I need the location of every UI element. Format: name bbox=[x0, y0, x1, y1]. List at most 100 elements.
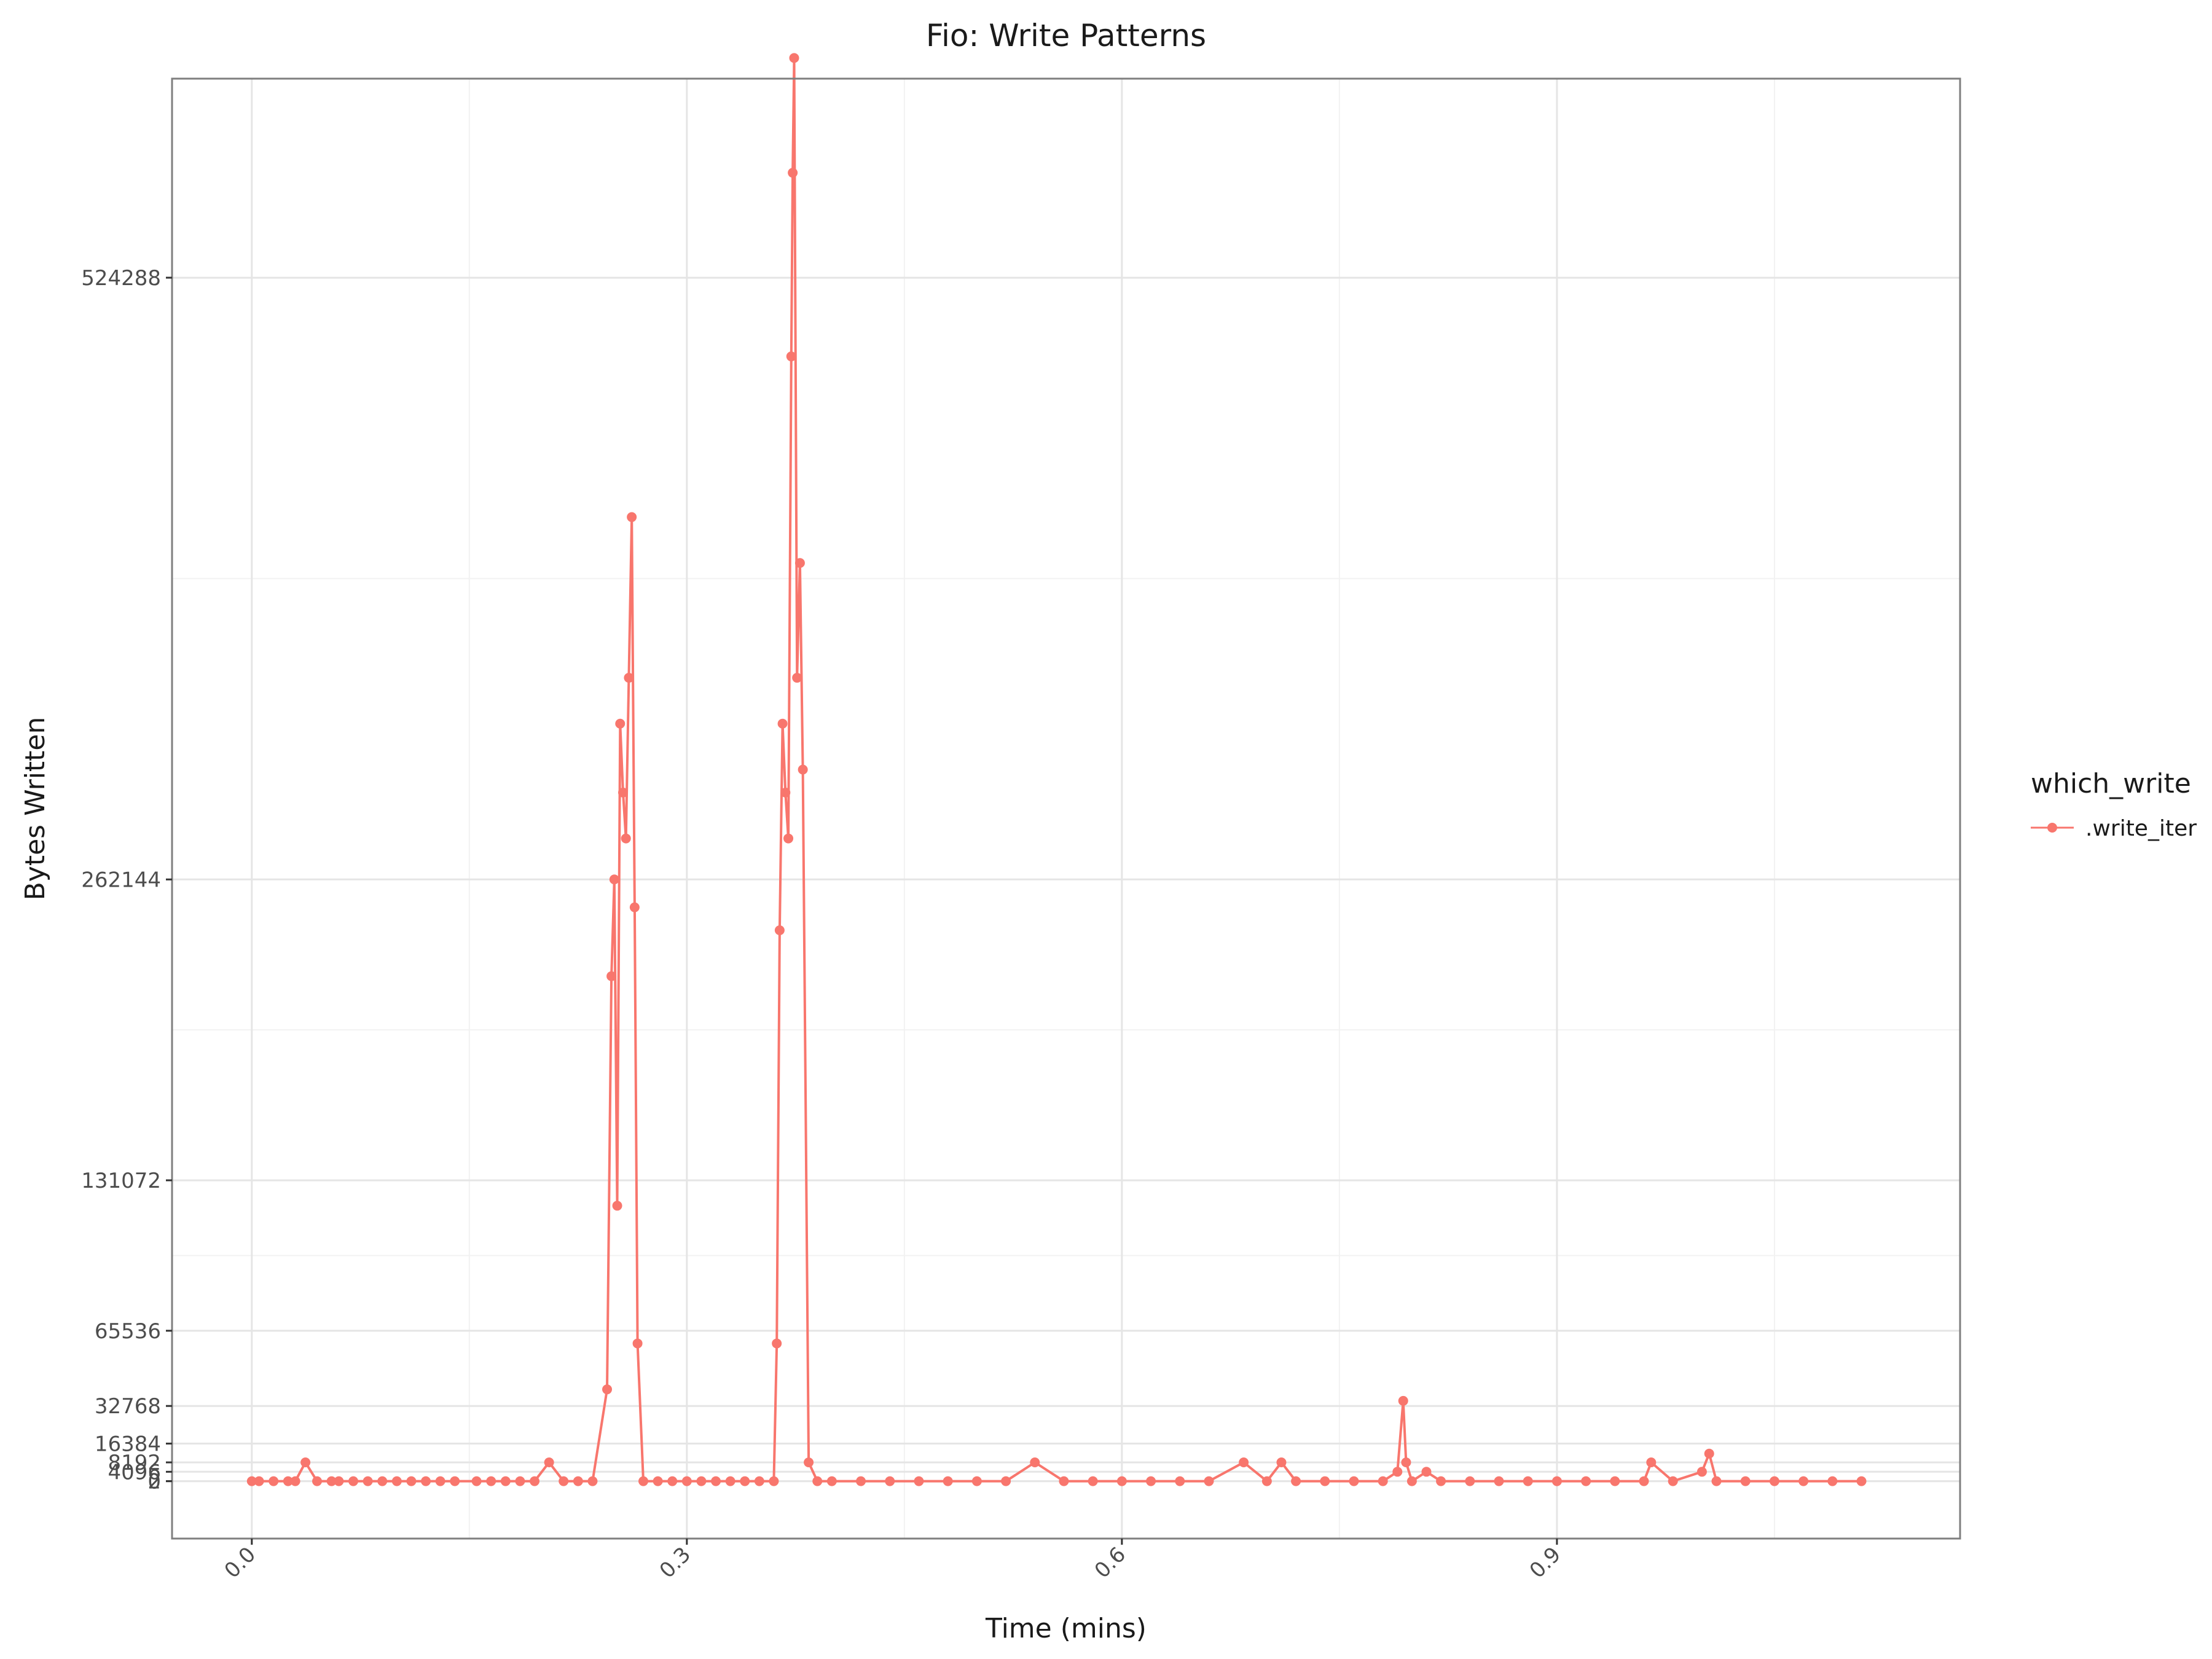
data-point bbox=[334, 1476, 344, 1486]
data-point bbox=[544, 1457, 554, 1467]
data-point bbox=[1398, 1395, 1408, 1406]
data-point bbox=[1769, 1476, 1779, 1486]
data-point bbox=[681, 1476, 692, 1486]
data-point bbox=[606, 971, 617, 981]
data-point bbox=[632, 1338, 643, 1349]
data-point bbox=[1639, 1476, 1649, 1486]
data-point bbox=[1856, 1476, 1867, 1486]
data-point bbox=[621, 833, 631, 844]
y-tick-label: 2 bbox=[147, 1470, 161, 1494]
data-point bbox=[435, 1476, 445, 1486]
data-point bbox=[1696, 1467, 1707, 1477]
y-tick-label: 4096 bbox=[108, 1460, 161, 1484]
chart-title: Fio: Write Patterns bbox=[926, 18, 1206, 53]
data-point bbox=[602, 1384, 613, 1395]
data-point bbox=[780, 787, 791, 798]
data-point bbox=[1392, 1467, 1403, 1477]
data-point bbox=[804, 1457, 814, 1467]
data-point bbox=[450, 1476, 460, 1486]
data-point bbox=[1088, 1476, 1098, 1486]
data-point bbox=[1798, 1476, 1809, 1486]
data-point bbox=[627, 512, 637, 522]
data-point bbox=[254, 1476, 264, 1486]
data-point bbox=[1116, 1476, 1127, 1486]
data-point bbox=[1261, 1476, 1272, 1486]
data-point bbox=[624, 673, 634, 683]
data-point bbox=[377, 1476, 388, 1486]
data-point bbox=[618, 787, 628, 798]
legend-title: which_write bbox=[2031, 768, 2191, 799]
data-point bbox=[1276, 1457, 1287, 1467]
data-point bbox=[783, 833, 794, 844]
data-point bbox=[786, 351, 796, 362]
data-point bbox=[943, 1476, 953, 1486]
y-tick-label: 8192 bbox=[108, 1451, 161, 1475]
data-point bbox=[1401, 1457, 1411, 1467]
data-point bbox=[629, 902, 640, 912]
data-point bbox=[740, 1476, 750, 1486]
y-tick-label: 0 bbox=[147, 1470, 161, 1494]
data-point bbox=[1740, 1476, 1751, 1486]
data-point bbox=[885, 1476, 895, 1486]
plot-frame bbox=[171, 77, 1961, 1540]
y-tick-label: 524288 bbox=[81, 266, 161, 291]
data-point bbox=[1146, 1476, 1156, 1486]
series-layer bbox=[246, 53, 1867, 1486]
data-point bbox=[1668, 1476, 1678, 1486]
data-point bbox=[1030, 1457, 1040, 1467]
data-point bbox=[300, 1457, 311, 1467]
data-point bbox=[792, 673, 802, 683]
y-tick-label: 262144 bbox=[81, 868, 161, 892]
data-point bbox=[754, 1476, 764, 1486]
data-point bbox=[312, 1476, 323, 1486]
data-point bbox=[1581, 1476, 1591, 1486]
data-point bbox=[609, 874, 619, 885]
data-point bbox=[615, 718, 626, 729]
data-point bbox=[1406, 1476, 1417, 1486]
data-point bbox=[1610, 1476, 1620, 1486]
data-point bbox=[530, 1476, 540, 1486]
data-point bbox=[1378, 1476, 1388, 1486]
data-point bbox=[587, 1476, 598, 1486]
data-point bbox=[1551, 1476, 1562, 1486]
data-point bbox=[777, 718, 788, 729]
y-axis-title: Bytes Written bbox=[20, 717, 51, 901]
data-point bbox=[1291, 1476, 1301, 1486]
data-point bbox=[573, 1476, 583, 1486]
data-point bbox=[515, 1476, 525, 1486]
data-point bbox=[1711, 1476, 1722, 1486]
data-point bbox=[363, 1476, 373, 1486]
data-point bbox=[269, 1476, 279, 1486]
y-tick-label: 65536 bbox=[95, 1319, 161, 1344]
data-point bbox=[500, 1476, 511, 1486]
data-point bbox=[348, 1476, 359, 1486]
data-point bbox=[246, 1476, 257, 1486]
data-point bbox=[856, 1476, 866, 1486]
data-point bbox=[769, 1476, 779, 1486]
data-point bbox=[1646, 1457, 1657, 1467]
data-point bbox=[794, 558, 805, 568]
data-point bbox=[638, 1476, 649, 1486]
data-point bbox=[1421, 1467, 1432, 1477]
data-point bbox=[971, 1476, 982, 1486]
x-axis-title: Time (mins) bbox=[985, 1613, 1147, 1644]
data-point bbox=[283, 1476, 293, 1486]
data-point bbox=[391, 1476, 402, 1486]
data-point bbox=[789, 53, 799, 63]
data-point bbox=[798, 764, 808, 775]
data-point bbox=[653, 1476, 663, 1486]
legend-label-write-iter: .write_iter bbox=[2085, 816, 2197, 841]
data-point bbox=[1204, 1476, 1214, 1486]
y-tick-label: 32768 bbox=[95, 1394, 161, 1419]
data-point bbox=[711, 1476, 721, 1486]
data-point bbox=[1239, 1457, 1249, 1467]
data-point bbox=[1059, 1476, 1069, 1486]
data-point bbox=[486, 1476, 496, 1486]
legend: which_write .write_iter bbox=[2031, 768, 2197, 841]
data-point bbox=[1436, 1476, 1446, 1486]
data-point bbox=[559, 1476, 569, 1486]
